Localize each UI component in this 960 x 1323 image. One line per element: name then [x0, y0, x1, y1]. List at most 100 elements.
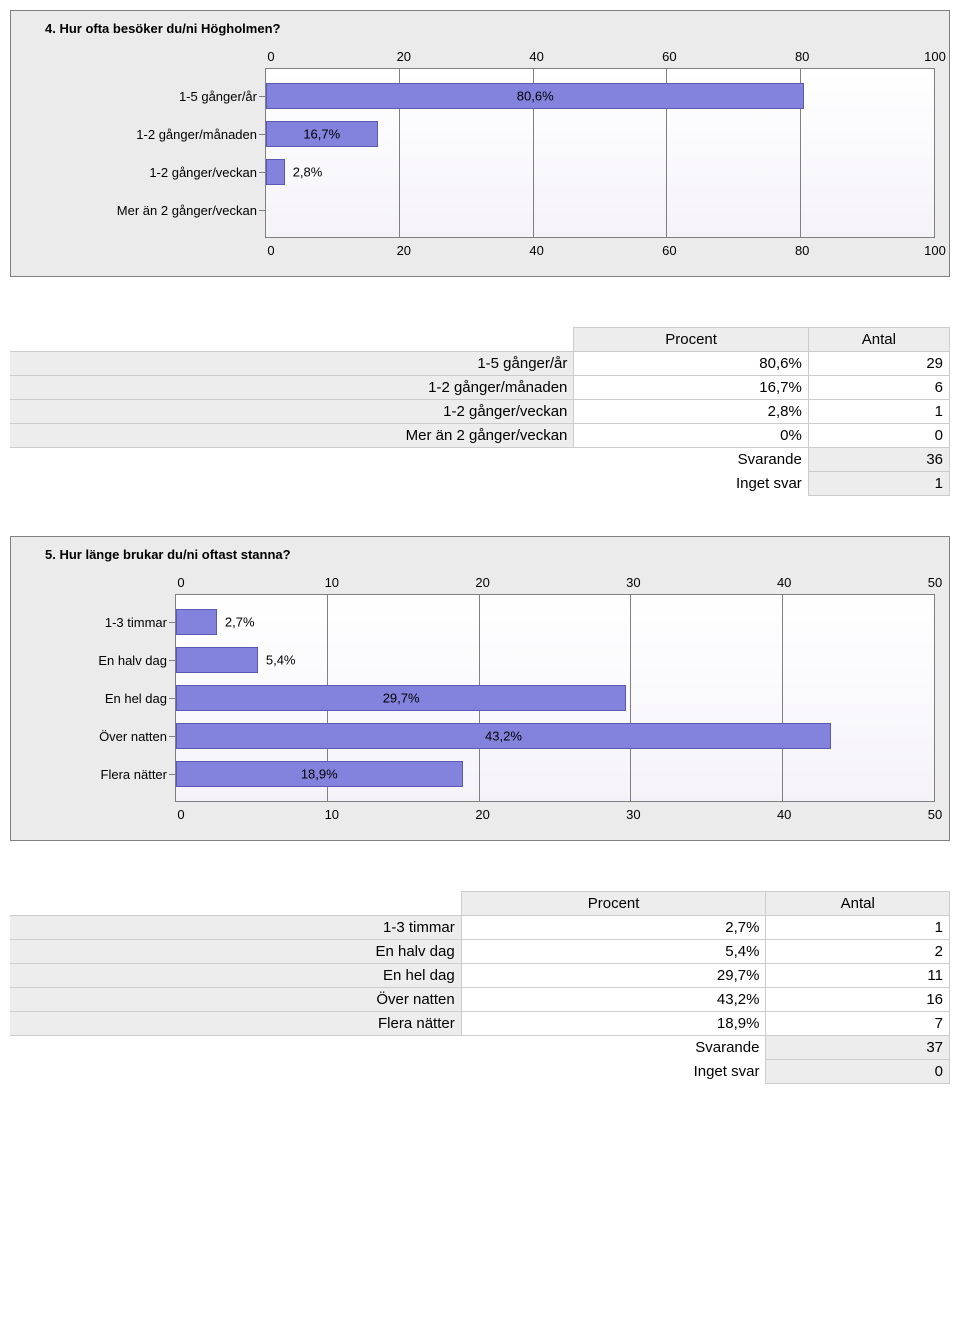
chart4-table: ProcentAntal1-5 gånger/år80,6%291-2 gång…	[10, 327, 950, 496]
row-antal: 7	[766, 1012, 950, 1036]
row-label: 1-2 gånger/veckan	[11, 400, 574, 424]
axis-tick: 40	[522, 49, 552, 64]
axis-tick: 30	[618, 575, 648, 590]
summary-label: Svarande	[574, 448, 808, 472]
chart4-bars: 80,6% 16,7% 2,8%	[266, 69, 934, 237]
row-label: Mer än 2 gånger/veckan	[11, 424, 574, 448]
chart5-bars: 2,7%5,4%29,7%43,2%18,9%	[176, 595, 934, 801]
table-row: En hel dag29,7%11	[11, 964, 950, 988]
table-header: Procent	[574, 328, 808, 352]
bar-value: 5,4%	[266, 653, 296, 668]
bar	[266, 159, 285, 185]
axis-tick: 20	[468, 807, 498, 822]
summary-value: 36	[808, 448, 949, 472]
summary-row: Svarande36	[11, 448, 950, 472]
axis-tick: 40	[769, 807, 799, 822]
bar-label: Flera nätter	[25, 767, 175, 782]
bar-label: 1-5 gånger/år	[25, 89, 265, 104]
chart4-bottom-axis: 020406080100	[271, 238, 935, 262]
chart4-top-axis: 020406080100	[271, 44, 935, 68]
row-antal: 11	[766, 964, 950, 988]
table-row: Flera nätter18,9%7	[11, 1012, 950, 1036]
chart5-title: 5. Hur länge brukar du/ni oftast stanna?	[25, 547, 935, 562]
row-antal: 16	[766, 988, 950, 1012]
chart4-plot: 80,6% 16,7% 2,8%	[265, 68, 935, 238]
bar-label: 1-2 gånger/veckan	[25, 165, 265, 180]
axis-tick: 60	[654, 243, 684, 258]
chart5-labels-col: 1-3 timmarEn halv dagEn hel dagÖver natt…	[25, 595, 175, 801]
axis-tick: 20	[389, 243, 419, 258]
row-procent: 16,7%	[574, 376, 808, 400]
table-header: Antal	[808, 328, 949, 352]
bar-value: 16,7%	[303, 127, 340, 142]
axis-tick: 0	[256, 49, 286, 64]
axis-tick: 80	[787, 243, 817, 258]
chart5-area: 01020304050 1-3 timmarEn halv dagEn hel …	[25, 570, 935, 826]
chart5-table: ProcentAntal1-3 timmar2,7%1En halv dag5,…	[10, 891, 950, 1084]
axis-tick: 60	[654, 49, 684, 64]
axis-tick: 10	[317, 575, 347, 590]
table-header: Antal	[766, 892, 950, 916]
axis-tick: 80	[787, 49, 817, 64]
axis-tick: 100	[920, 49, 950, 64]
table-row: En halv dag5,4%2	[11, 940, 950, 964]
bar	[176, 647, 258, 673]
axis-tick: 50	[920, 807, 950, 822]
bar-value: 2,8%	[293, 165, 323, 180]
bar	[176, 609, 217, 635]
chart5-plot: 2,7%5,4%29,7%43,2%18,9%	[175, 594, 935, 802]
row-procent: 18,9%	[461, 1012, 766, 1036]
axis-tick: 20	[468, 575, 498, 590]
summary-row: Inget svar0	[11, 1060, 950, 1084]
row-label: Flera nätter	[11, 1012, 462, 1036]
row-procent: 80,6%	[574, 352, 808, 376]
chart5-body-row: 1-3 timmarEn halv dagEn hel dagÖver natt…	[25, 594, 935, 802]
table-row: 1-3 timmar2,7%1	[11, 916, 950, 940]
summary-label: Svarande	[461, 1036, 766, 1060]
chart4-title: 4. Hur ofta besöker du/ni Högholmen?	[25, 21, 935, 36]
table-row: 1-2 gånger/månaden16,7%6	[11, 376, 950, 400]
chart4-labels-col: 1-5 gånger/år1-2 gånger/månaden1-2 gånge…	[25, 69, 265, 237]
row-label: En hel dag	[11, 964, 462, 988]
chart5-bottom-axis-row: 01020304050	[25, 802, 935, 826]
axis-tick: 50	[920, 575, 950, 590]
row-antal: 1	[766, 916, 950, 940]
axis-tick: 0	[256, 243, 286, 258]
axis-tick: 40	[769, 575, 799, 590]
row-label: 1-5 gånger/år	[11, 352, 574, 376]
chart5-top-axis-row: 01020304050	[25, 570, 935, 594]
bar-label: Mer än 2 gånger/veckan	[25, 203, 265, 218]
table-header: Procent	[461, 892, 766, 916]
bar-value: 29,7%	[383, 691, 420, 706]
chart5-bottom-axis: 01020304050	[181, 802, 935, 826]
table-row: Över natten43,2%16	[11, 988, 950, 1012]
summary-row: Svarande37	[11, 1036, 950, 1060]
row-antal: 6	[808, 376, 949, 400]
row-procent: 0%	[574, 424, 808, 448]
axis-tick: 100	[920, 243, 950, 258]
row-antal: 1	[808, 400, 949, 424]
row-procent: 2,8%	[574, 400, 808, 424]
bar-label: En halv dag	[25, 653, 175, 668]
bar-label: 1-3 timmar	[25, 615, 175, 630]
row-label: En halv dag	[11, 940, 462, 964]
row-label: 1-3 timmar	[11, 916, 462, 940]
chart4-body-row: 1-5 gånger/år1-2 gånger/månaden1-2 gånge…	[25, 68, 935, 238]
chart4-panel: 4. Hur ofta besöker du/ni Högholmen? 0 20…	[10, 10, 950, 277]
bar-label: En hel dag	[25, 691, 175, 706]
row-procent: 5,4%	[461, 940, 766, 964]
row-label: Över natten	[11, 988, 462, 1012]
summary-label: Inget svar	[461, 1060, 766, 1084]
row-procent: 29,7%	[461, 964, 766, 988]
table-row: 1-5 gånger/år80,6%29	[11, 352, 950, 376]
bar-value: 43,2%	[485, 729, 522, 744]
chart4-bottom-axis-row: 020406080100	[25, 238, 935, 262]
summary-row: Inget svar1	[11, 472, 950, 496]
axis-tick: 30	[618, 807, 648, 822]
summary-value: 1	[808, 472, 949, 496]
chart4-top-axis-row: 020406080100	[25, 44, 935, 68]
bar-value: 2,7%	[225, 615, 255, 630]
bar-value: 80,6%	[517, 89, 554, 104]
axis-tick: 20	[389, 49, 419, 64]
row-procent: 43,2%	[461, 988, 766, 1012]
